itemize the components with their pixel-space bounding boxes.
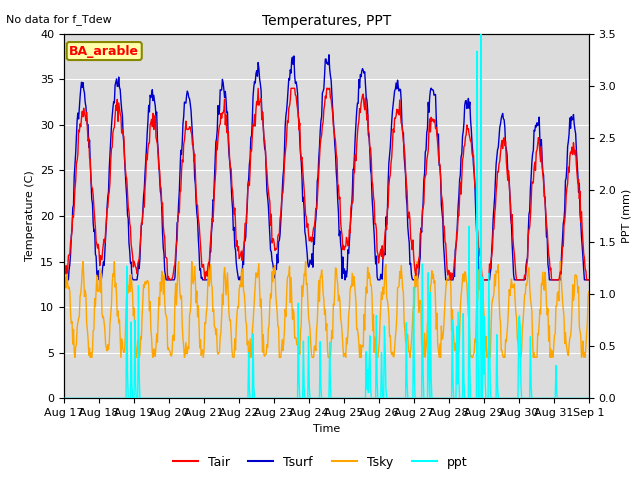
Tsky — [407, 347, 415, 352]
Tair — [407, 236, 415, 241]
Y-axis label: PPT (mm): PPT (mm) — [622, 189, 632, 243]
Tsky — [60, 288, 68, 293]
Tair — [392, 116, 399, 121]
Tair — [70, 215, 77, 220]
Line: Tsurf: Tsurf — [64, 55, 589, 280]
X-axis label: Time: Time — [313, 424, 340, 433]
ppt — [60, 396, 68, 401]
Tsurf — [406, 262, 414, 267]
Tsky — [585, 288, 593, 294]
Tsurf — [325, 52, 333, 58]
Line: Tair: Tair — [64, 88, 589, 280]
Tsky — [79, 259, 87, 264]
ppt — [205, 396, 212, 401]
ppt — [390, 396, 397, 401]
Tair — [124, 190, 131, 195]
Tsky — [125, 288, 133, 294]
Tair — [205, 261, 213, 266]
Tsurf — [391, 88, 399, 94]
Tsurf — [177, 147, 184, 153]
ppt — [177, 396, 184, 401]
Tair — [164, 277, 172, 283]
Tair — [178, 168, 186, 174]
Tsky — [70, 326, 77, 332]
Title: Temperatures, PPT: Temperatures, PPT — [262, 14, 391, 28]
ppt — [585, 396, 593, 401]
Tair — [585, 277, 593, 283]
Tsky — [206, 272, 214, 278]
Text: BA_arable: BA_arable — [69, 45, 140, 58]
Tsky — [71, 354, 79, 360]
Tsurf — [124, 212, 131, 218]
Tsky — [179, 323, 186, 329]
Y-axis label: Temperature (C): Temperature (C) — [24, 170, 35, 262]
ppt — [477, 31, 484, 36]
Tsurf — [585, 277, 593, 283]
Text: No data for f_Tdew: No data for f_Tdew — [6, 14, 112, 25]
Tair — [60, 266, 68, 272]
Tsurf — [60, 277, 68, 283]
Line: Tsky: Tsky — [64, 262, 589, 357]
ppt — [124, 369, 131, 375]
Legend: Tair, Tsurf, Tsky, ppt: Tair, Tsurf, Tsky, ppt — [168, 451, 472, 474]
Tsky — [392, 335, 399, 340]
Tair — [254, 85, 262, 91]
Tsurf — [205, 277, 212, 283]
ppt — [70, 396, 77, 401]
ppt — [405, 396, 413, 401]
Tsurf — [70, 203, 77, 208]
Line: ppt: ppt — [64, 34, 589, 398]
